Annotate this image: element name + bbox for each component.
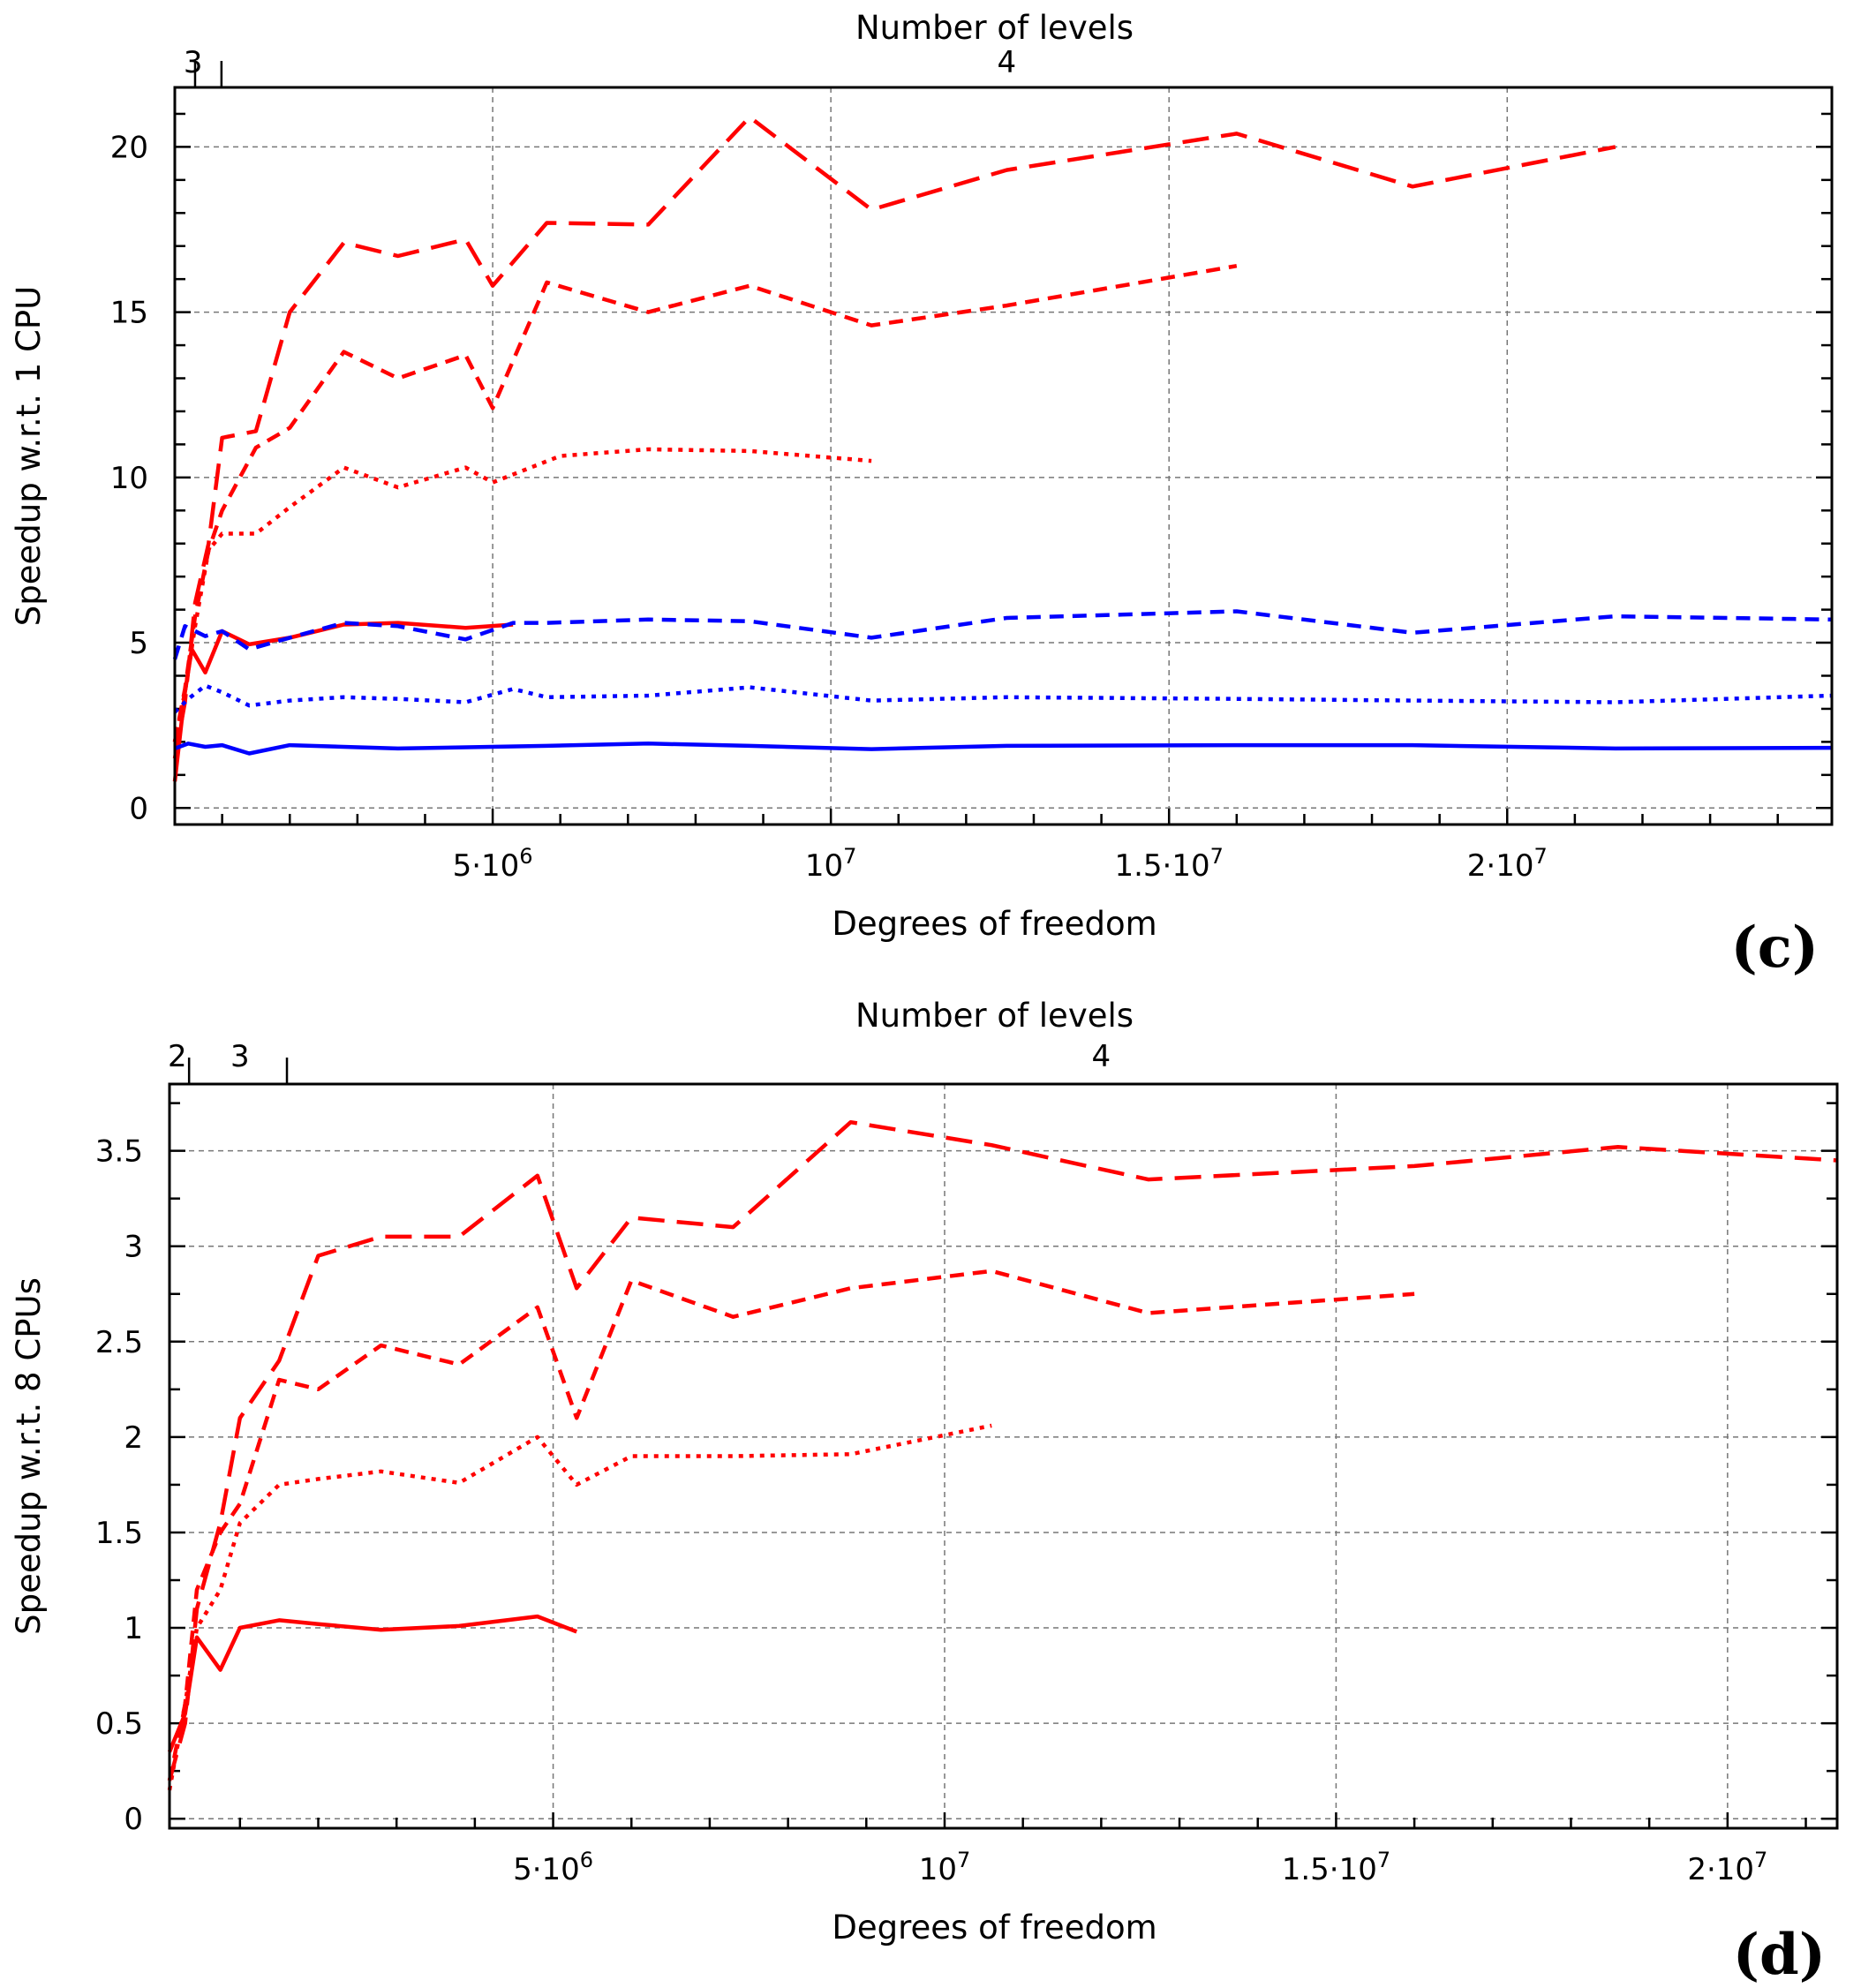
series-red-solid bbox=[172, 621, 514, 782]
y-tick-label: 1.5 bbox=[95, 1516, 143, 1551]
y-tick-label: 15 bbox=[110, 296, 148, 331]
series-blue-dashed bbox=[172, 609, 1833, 660]
y-tick-label: 2.5 bbox=[95, 1325, 143, 1360]
y-axis-title: Speedup w.r.t. 1 CPU bbox=[10, 286, 48, 626]
x-tick-label: 107 bbox=[805, 844, 857, 884]
level-label: 2 bbox=[168, 1039, 187, 1074]
series-red-dotted bbox=[172, 447, 872, 742]
y-tick-label: 20 bbox=[110, 130, 148, 165]
y-tick-label: 0 bbox=[124, 1802, 143, 1837]
y-tick-label: 2 bbox=[124, 1420, 143, 1456]
series-red-longdash bbox=[167, 1119, 1838, 1781]
panel-label: (c) bbox=[1730, 915, 1819, 981]
x-tick-label: 5·106 bbox=[453, 844, 533, 884]
series-blue-solid bbox=[174, 742, 1833, 756]
panel-c-chart: 5·106 107 1.5·107 2·107 0 5 10 15 20 Degrees of f… bbox=[10, 9, 1834, 981]
top-axis-title: Number of levels bbox=[855, 9, 1134, 47]
plot-frame bbox=[168, 1082, 1839, 1830]
y-tick-label: 1 bbox=[124, 1611, 143, 1646]
y-tick-label: 3.5 bbox=[95, 1134, 143, 1170]
series-red-longdash bbox=[172, 115, 1616, 759]
x-tick-label: 1.5·107 bbox=[1114, 844, 1223, 884]
y-tick-label: 10 bbox=[110, 461, 148, 496]
level-label: 3 bbox=[230, 1039, 250, 1074]
x-tick-label: 2·107 bbox=[1687, 1848, 1767, 1887]
y-tick-label: 0.5 bbox=[95, 1706, 143, 1742]
x-axis-title: Degrees of freedom bbox=[832, 1909, 1156, 1947]
y-tick-label: 0 bbox=[129, 791, 148, 826]
series-blue-dotted bbox=[173, 683, 1833, 714]
x-tick-label: 2·107 bbox=[1467, 844, 1548, 884]
series-red-dashed bbox=[167, 1269, 1415, 1781]
panel-label: (d) bbox=[1733, 1922, 1826, 1988]
level-label: 4 bbox=[1092, 1039, 1111, 1074]
series-red-solid bbox=[167, 1614, 578, 1753]
series-red-dashed bbox=[172, 263, 1238, 742]
x-tick-label: 1.5·107 bbox=[1282, 1848, 1390, 1887]
level-label: 3 bbox=[184, 45, 203, 80]
plot-frame bbox=[173, 86, 1834, 826]
y-tick-label: 5 bbox=[129, 626, 148, 661]
top-axis-title: Number of levels bbox=[855, 997, 1134, 1035]
x-tick-label: 107 bbox=[919, 1848, 971, 1887]
panel-d-chart: 5·106 107 1.5·107 2·107 0 0.5 1 1.5 2 2.5 3 3.5 Degr… bbox=[10, 997, 1839, 1988]
x-axis-title: Degrees of freedom bbox=[832, 905, 1156, 943]
series-red-dotted bbox=[167, 1423, 992, 1791]
y-axis-title: Speedup w.r.t. 8 CPUs bbox=[10, 1277, 48, 1635]
x-tick-label: 5·106 bbox=[513, 1848, 593, 1887]
y-tick-label: 3 bbox=[124, 1230, 143, 1265]
level-label: 4 bbox=[998, 45, 1017, 80]
